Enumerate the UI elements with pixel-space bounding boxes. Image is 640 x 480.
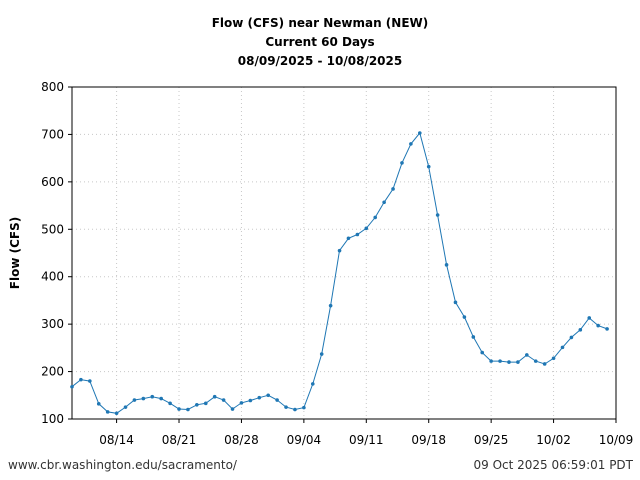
chart-subtitle: Current 60 Days: [265, 35, 375, 49]
data-point: [212, 394, 217, 399]
data-point: [453, 300, 458, 305]
data-point: [88, 379, 92, 383]
x-tick-label: 09/04: [287, 433, 322, 447]
data-point: [373, 215, 378, 220]
data-point: [221, 398, 226, 402]
data-point: [257, 395, 262, 400]
data-point: [480, 350, 485, 355]
data-point: [400, 161, 404, 165]
data-point: [203, 401, 208, 406]
data-point: [177, 407, 181, 411]
data-point: [310, 382, 315, 386]
data-point: [319, 352, 324, 356]
chart-title: Flow (CFS) near Newman (NEW): [211, 16, 429, 30]
data-point: [525, 353, 529, 357]
y-tick-label: 300: [41, 317, 64, 331]
data-point: [507, 360, 511, 364]
x-tick-label: 09/25: [474, 433, 509, 447]
x-tick-label: 10/02: [536, 433, 571, 447]
data-point: [355, 232, 360, 237]
data-point: [105, 410, 110, 414]
data-point: [266, 393, 270, 398]
y-tick-label: 700: [41, 127, 64, 141]
data-point: [248, 398, 253, 403]
data-point: [498, 359, 502, 363]
data-point: [587, 316, 592, 320]
y-tick-label: 400: [41, 270, 64, 284]
data-point: [409, 142, 413, 146]
data-point: [382, 200, 386, 205]
data-point: [230, 407, 235, 411]
data-point: [302, 405, 306, 410]
data-point: [168, 401, 172, 406]
data-point: [578, 328, 583, 332]
x-tick-label: 08/14: [99, 433, 134, 447]
data-point: [284, 405, 288, 409]
x-tick-label: 09/11: [349, 433, 384, 447]
y-tick-label: 800: [41, 80, 64, 94]
data-point: [96, 402, 101, 406]
data-point: [542, 362, 547, 366]
y-tick-label: 200: [41, 365, 64, 379]
y-axis-label: Flow (CFS): [8, 217, 22, 289]
data-point: [391, 187, 395, 191]
data-point: [186, 407, 190, 412]
data-point: [141, 396, 146, 401]
data-point: [346, 236, 351, 241]
data-point: [551, 356, 556, 361]
data-point: [123, 405, 128, 409]
data-point: [418, 131, 422, 135]
data-point: [444, 263, 449, 267]
data-point: [114, 411, 119, 416]
y-tick-label: 100: [41, 412, 64, 426]
data-point: [569, 335, 574, 340]
data-point: [195, 402, 199, 407]
plot-frame: [71, 86, 617, 420]
data-point: [489, 359, 493, 363]
data-point: [596, 323, 600, 328]
data-point: [239, 401, 244, 405]
data-point: [462, 315, 467, 319]
data-point: [328, 303, 333, 308]
y-tick-label: 600: [41, 175, 64, 189]
data-point: [150, 394, 155, 399]
y-tick-label: 500: [41, 222, 64, 236]
x-tick-label: 09/18: [411, 433, 446, 447]
x-tick-label: 08/28: [224, 433, 259, 447]
data-point: [471, 335, 476, 339]
data-point: [79, 377, 83, 382]
chart-date-range: 08/09/2025 - 10/08/2025: [237, 54, 403, 68]
source-url[interactable]: www.cbr.washington.edu/sacramento/: [8, 458, 237, 472]
data-point: [516, 360, 520, 364]
generated-timestamp: 09 Oct 2025 06:59:01 PDT: [473, 458, 633, 472]
data-point: [337, 248, 342, 253]
data-point: [132, 398, 137, 402]
data-point: [293, 407, 297, 412]
data-point: [605, 327, 609, 331]
data-point: [70, 384, 74, 389]
data-point: [364, 226, 369, 231]
data-point: [533, 359, 538, 363]
x-tick-label: 08/21: [162, 433, 197, 447]
data-point: [426, 164, 431, 169]
data-point: [435, 213, 440, 217]
data-point: [560, 345, 565, 350]
x-tick-label: 10/09: [599, 433, 634, 447]
data-point: [159, 396, 163, 401]
data-point: [275, 398, 279, 402]
